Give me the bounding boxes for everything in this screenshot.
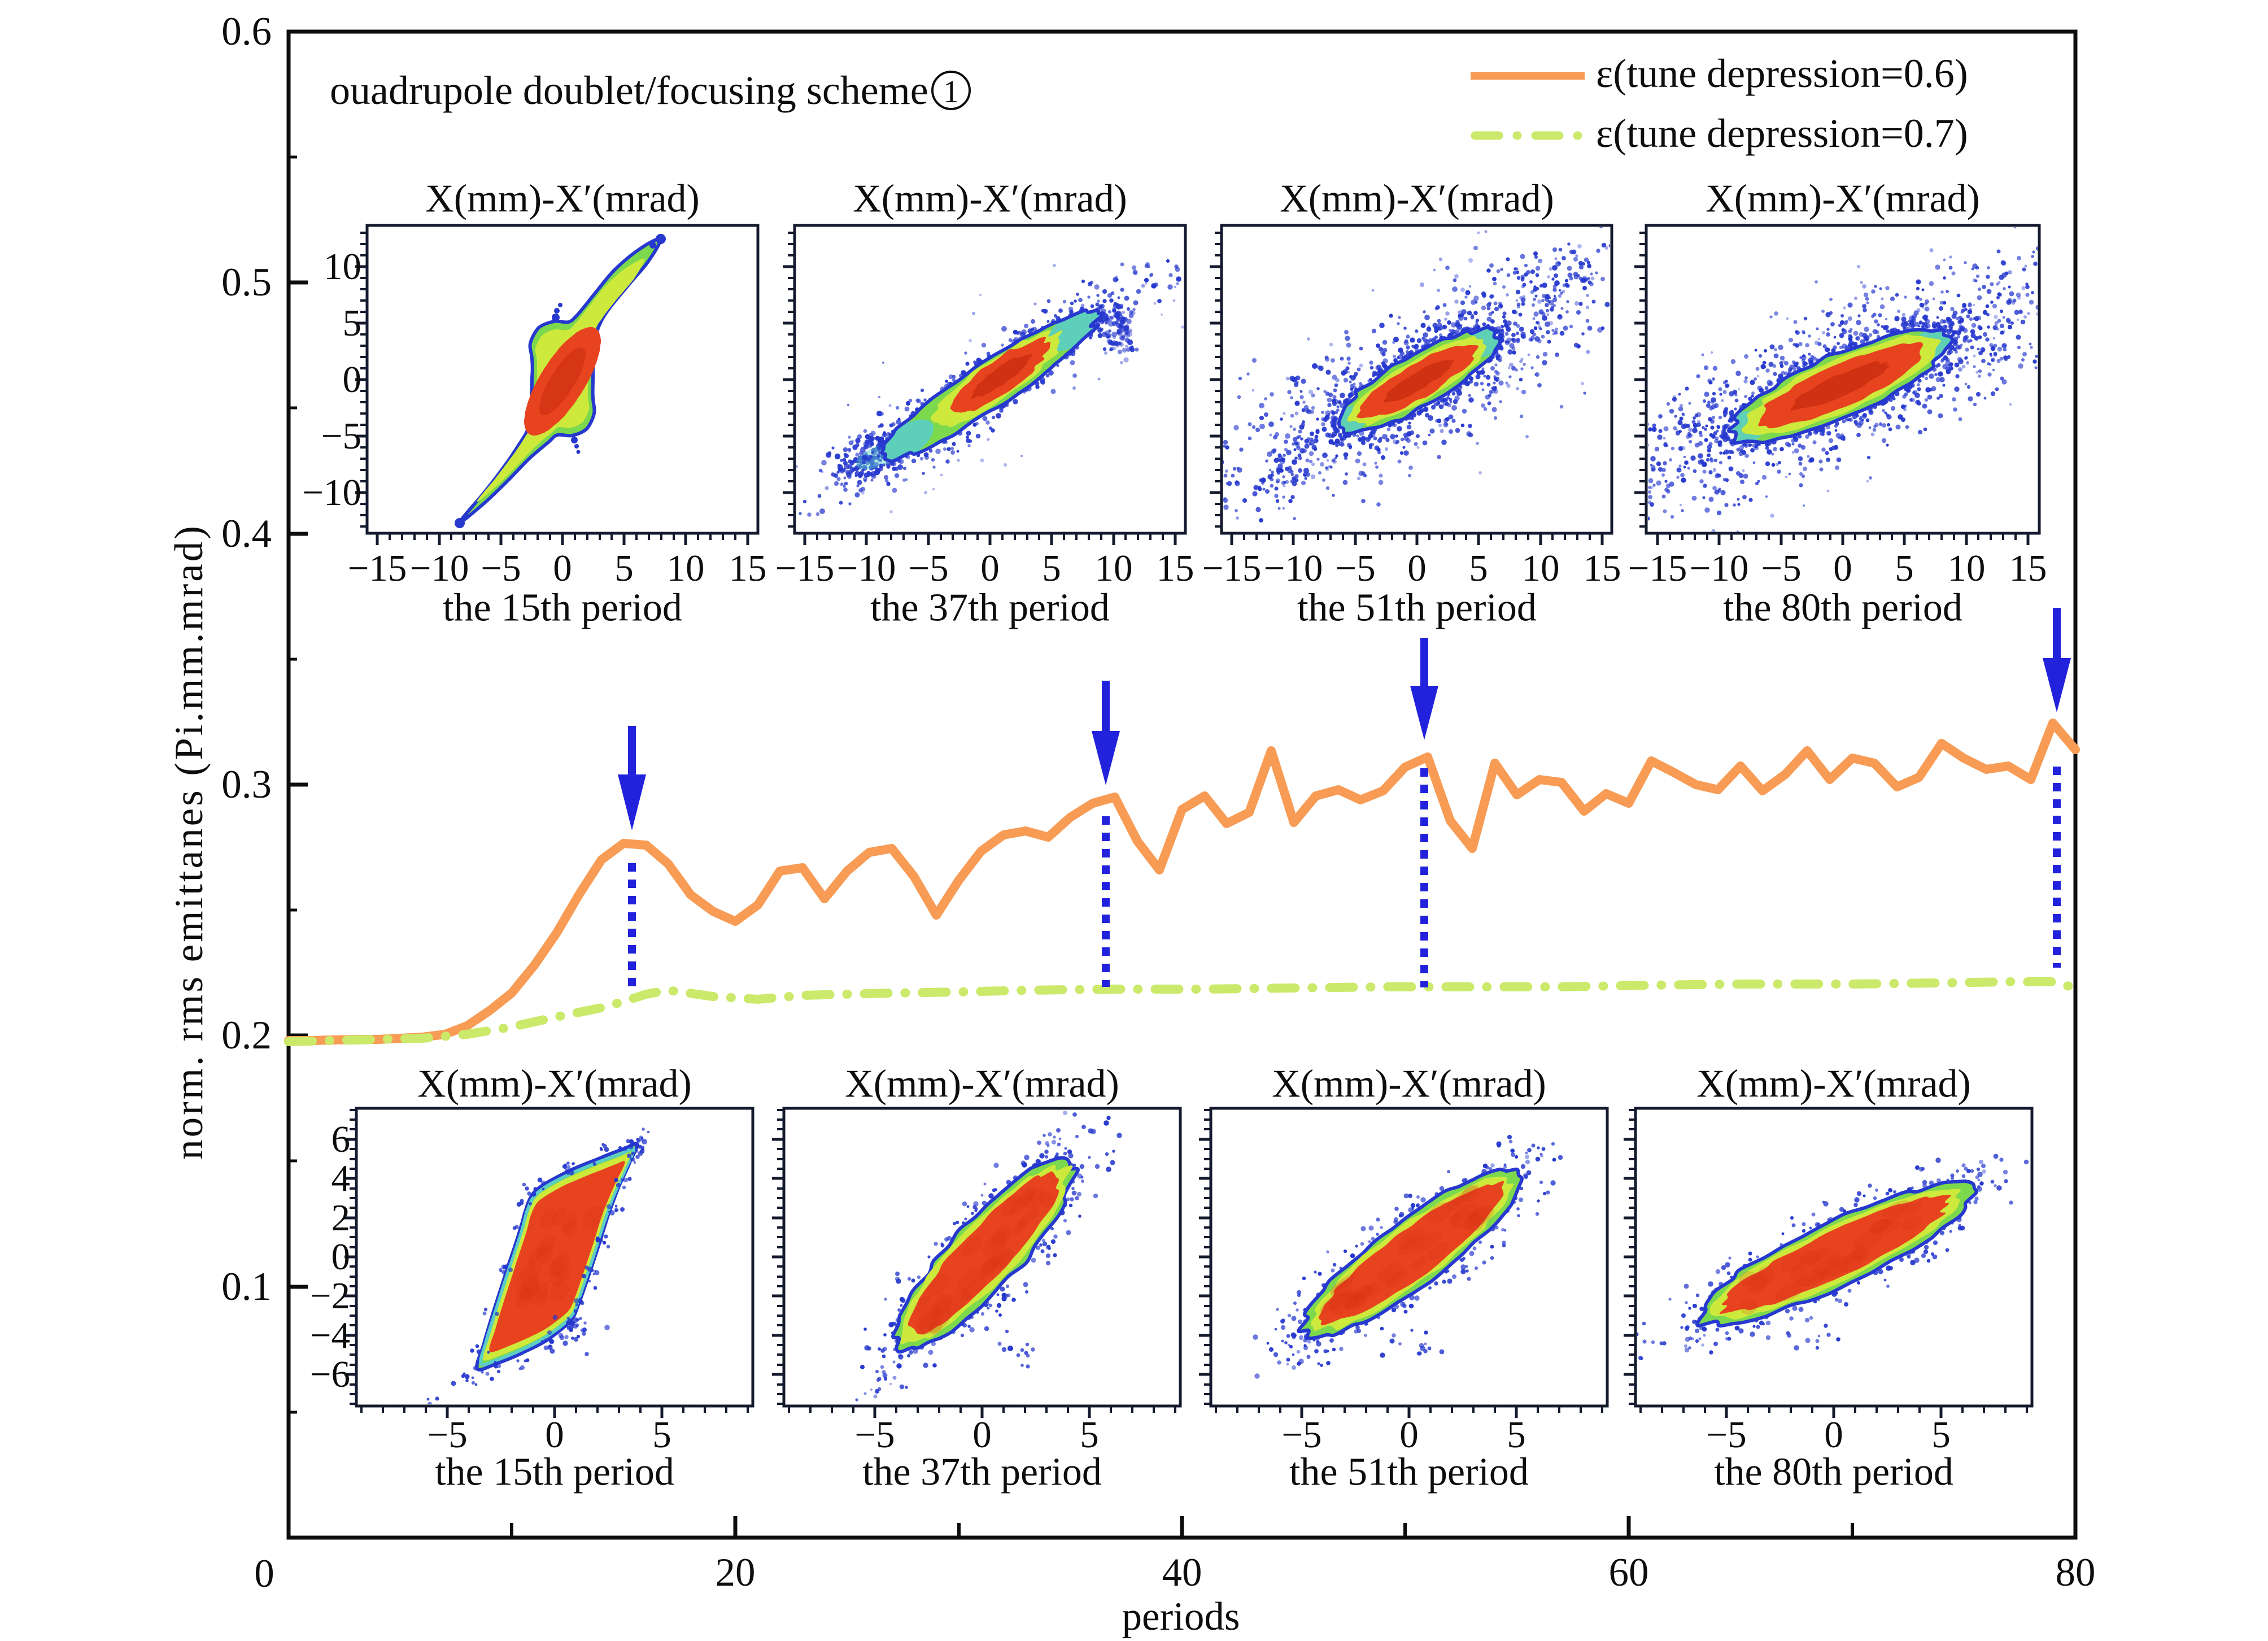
svg-text:0.2: 0.2	[221, 1013, 272, 1057]
svg-text:0: 0	[545, 1414, 564, 1456]
svg-text:0.6: 0.6	[221, 10, 272, 54]
svg-text:0: 0	[1407, 547, 1427, 589]
svg-text:ε(tune depression=0.7): ε(tune depression=0.7)	[1596, 111, 1968, 156]
svg-text:2: 2	[332, 1197, 351, 1239]
svg-text:X(mm)-X′(mrad): X(mm)-X′(mrad)	[845, 1063, 1119, 1106]
svg-text:the 15th period: the 15th period	[443, 586, 682, 630]
svg-text:20: 20	[716, 1551, 756, 1595]
svg-text:−15: −15	[1202, 547, 1262, 589]
svg-text:5: 5	[1931, 1414, 1951, 1456]
svg-text:5: 5	[343, 302, 362, 344]
svg-text:X(mm)-X′(mrad): X(mm)-X′(mrad)	[1280, 177, 1554, 221]
svg-text:0: 0	[332, 1236, 351, 1278]
svg-text:the 37th period: the 37th period	[870, 586, 1110, 630]
svg-text:−15: −15	[775, 547, 835, 589]
svg-text:10: 10	[1948, 547, 1986, 589]
svg-text:6: 6	[332, 1118, 351, 1160]
svg-text:0: 0	[1399, 1414, 1419, 1456]
svg-text:0: 0	[553, 547, 572, 589]
svg-text:−15: −15	[348, 547, 407, 589]
svg-text:40: 40	[1162, 1551, 1202, 1595]
svg-text:0.3: 0.3	[221, 763, 272, 807]
svg-text:−10: −10	[837, 547, 896, 589]
svg-text:10: 10	[1095, 547, 1133, 589]
svg-text:−2: −2	[310, 1275, 350, 1317]
svg-text:−5: −5	[1706, 1414, 1746, 1456]
svg-text:−5: −5	[481, 547, 521, 589]
svg-text:0: 0	[1833, 547, 1852, 589]
svg-text:0: 0	[980, 547, 1000, 589]
svg-text:−5: −5	[1335, 547, 1375, 589]
svg-text:15: 15	[729, 547, 767, 589]
svg-text:X(mm)-X′(mrad): X(mm)-X′(mrad)	[425, 177, 700, 221]
svg-text:80: 80	[2056, 1551, 2096, 1595]
svg-text:0.1: 0.1	[221, 1265, 272, 1309]
svg-text:0: 0	[1824, 1414, 1843, 1456]
svg-text:the 15th period: the 15th period	[435, 1451, 674, 1494]
svg-text:X(mm)-X′(mrad): X(mm)-X′(mrad)	[1706, 177, 1980, 221]
svg-text:ouadrupole doublet/focusing sc: ouadrupole doublet/focusing scheme	[330, 68, 928, 113]
svg-text:5: 5	[1469, 547, 1488, 589]
svg-text:ε(tune depression=0.6): ε(tune depression=0.6)	[1596, 51, 1968, 96]
svg-text:−10: −10	[1690, 547, 1749, 589]
svg-text:the 51th period: the 51th period	[1297, 586, 1537, 630]
svg-text:−10: −10	[302, 472, 361, 513]
svg-text:−5: −5	[908, 547, 948, 589]
svg-text:−5: −5	[1281, 1414, 1321, 1456]
svg-text:the 37th period: the 37th period	[862, 1451, 1102, 1494]
svg-text:15: 15	[2009, 547, 2047, 589]
svg-text:5: 5	[1895, 547, 1914, 589]
svg-text:norm. rms emittanes (Pi.mm.mra: norm. rms emittanes (Pi.mm.mrad)	[167, 524, 211, 1160]
svg-text:−5: −5	[1761, 547, 1801, 589]
svg-text:0.5: 0.5	[221, 260, 272, 304]
svg-text:10: 10	[324, 246, 361, 288]
svg-text:0: 0	[972, 1414, 992, 1456]
svg-text:0: 0	[343, 359, 362, 401]
svg-text:15: 15	[1584, 547, 1621, 589]
svg-text:X(mm)-X′(mrad): X(mm)-X′(mrad)	[853, 177, 1127, 221]
svg-text:X(mm)-X′(mrad): X(mm)-X′(mrad)	[417, 1063, 692, 1106]
svg-text:5: 5	[652, 1414, 671, 1456]
svg-text:periods: periods	[1122, 1595, 1240, 1639]
svg-text:−5: −5	[427, 1414, 467, 1456]
svg-text:the 80th period: the 80th period	[1723, 586, 1962, 630]
svg-text:15: 15	[1157, 547, 1194, 589]
svg-text:−4: −4	[310, 1314, 350, 1356]
svg-text:1: 1	[943, 75, 959, 110]
svg-text:the 51th period: the 51th period	[1289, 1451, 1529, 1494]
svg-text:−5: −5	[321, 415, 361, 457]
svg-text:−15: −15	[1628, 547, 1687, 589]
svg-text:X(mm)-X′(mrad): X(mm)-X′(mrad)	[1696, 1063, 1971, 1106]
svg-text:−5: −5	[854, 1414, 895, 1456]
svg-text:0: 0	[254, 1552, 274, 1596]
svg-text:5: 5	[1080, 1414, 1099, 1456]
svg-text:60: 60	[1609, 1551, 1649, 1595]
svg-text:X(mm)-X′(mrad): X(mm)-X′(mrad)	[1272, 1063, 1546, 1106]
svg-text:−10: −10	[1264, 547, 1323, 589]
svg-text:5: 5	[1042, 547, 1061, 589]
svg-text:−10: −10	[410, 547, 469, 589]
svg-text:10: 10	[667, 547, 705, 589]
svg-text:4: 4	[332, 1157, 351, 1199]
svg-text:5: 5	[614, 547, 634, 589]
svg-text:10: 10	[1522, 547, 1560, 589]
svg-text:the 80th period: the 80th period	[1714, 1451, 1953, 1494]
svg-text:−6: −6	[310, 1353, 350, 1395]
svg-text:0.4: 0.4	[221, 512, 272, 556]
svg-text:5: 5	[1507, 1414, 1526, 1456]
